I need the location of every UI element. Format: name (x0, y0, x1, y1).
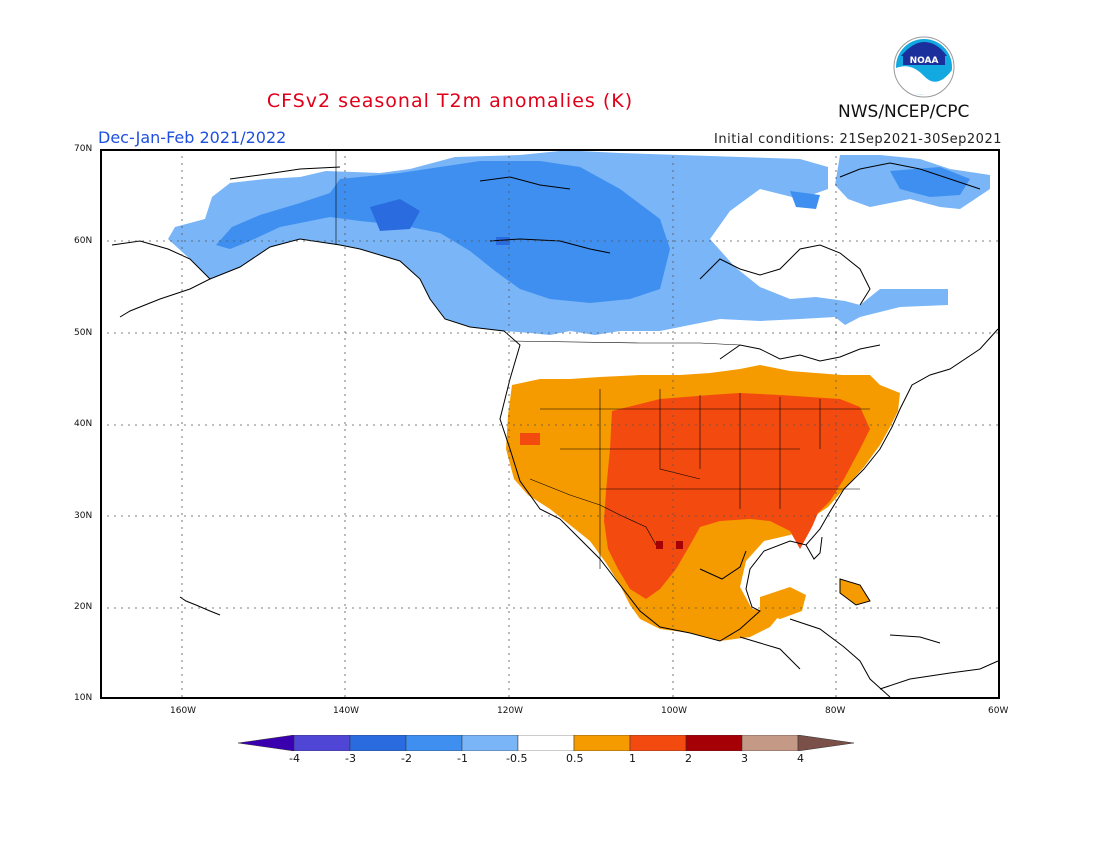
lon-label-60w: 60W (988, 706, 1009, 716)
cold-anomaly-region (168, 151, 990, 335)
colorbar-tick-label: 3 (741, 752, 748, 765)
lat-label-10n: 10N (74, 693, 93, 703)
colorbar-swatch (629, 734, 687, 752)
map-title: CFSv2 seasonal T2m anomalies (K) (266, 90, 634, 112)
colorbar-swatch (741, 734, 799, 752)
colorbar-swatch (573, 734, 631, 752)
lat-label-30n: 30N (74, 511, 93, 521)
colorbar-tick-label: 1 (629, 752, 636, 765)
colorbar-swatch (405, 734, 463, 752)
lat-label-70n: 70N (74, 144, 93, 154)
colorbar-swatch (461, 734, 519, 752)
colorbar-tick-label: 4 (797, 752, 804, 765)
lat-label-60n: 60N (74, 236, 93, 246)
lon-label-140w: 140W (333, 706, 360, 716)
noaa-logo: NOAA (893, 36, 955, 102)
colorbar-min-arrow (237, 734, 295, 752)
colorbar-tick-label: -1 (457, 752, 468, 765)
warm-anomaly-region (506, 365, 900, 641)
colorbar (237, 734, 862, 755)
lon-label-120w: 120W (497, 706, 524, 716)
colorbar-tick-label: -0.5 (506, 752, 528, 765)
colorbar-tick-label: -2 (401, 752, 412, 765)
colorbar-max-arrow (797, 734, 855, 752)
initial-conditions-label: Initial conditions: 21Sep2021-30Sep2021 (714, 132, 1002, 147)
agency-label: NWS/NCEP/CPC (838, 102, 970, 122)
colorbar-swatch (349, 734, 407, 752)
logo-text: NOAA (910, 56, 939, 66)
colorbar-swatch (685, 734, 743, 752)
lat-label-20n: 20N (74, 602, 93, 612)
lon-label-100w: 100W (661, 706, 688, 716)
colorbar-swatch (293, 734, 351, 752)
lon-label-80w: 80W (825, 706, 846, 716)
colorbar-tick-label: 0.5 (566, 752, 584, 765)
season-label: Dec-Jan-Feb 2021/2022 (98, 128, 287, 147)
lat-label-50n: 50N (74, 328, 93, 338)
lon-label-160w: 160W (170, 706, 197, 716)
colorbar-swatch (517, 734, 575, 752)
colorbar-tick-label: 2 (685, 752, 692, 765)
coastlines (111, 162, 999, 698)
gridlines (100, 149, 1000, 699)
colorbar-tick-label: -4 (289, 752, 300, 765)
borders (335, 149, 870, 569)
lat-label-40n: 40N (74, 419, 93, 429)
colorbar-tick-label: -3 (345, 752, 356, 765)
anomaly-map (100, 149, 1000, 703)
